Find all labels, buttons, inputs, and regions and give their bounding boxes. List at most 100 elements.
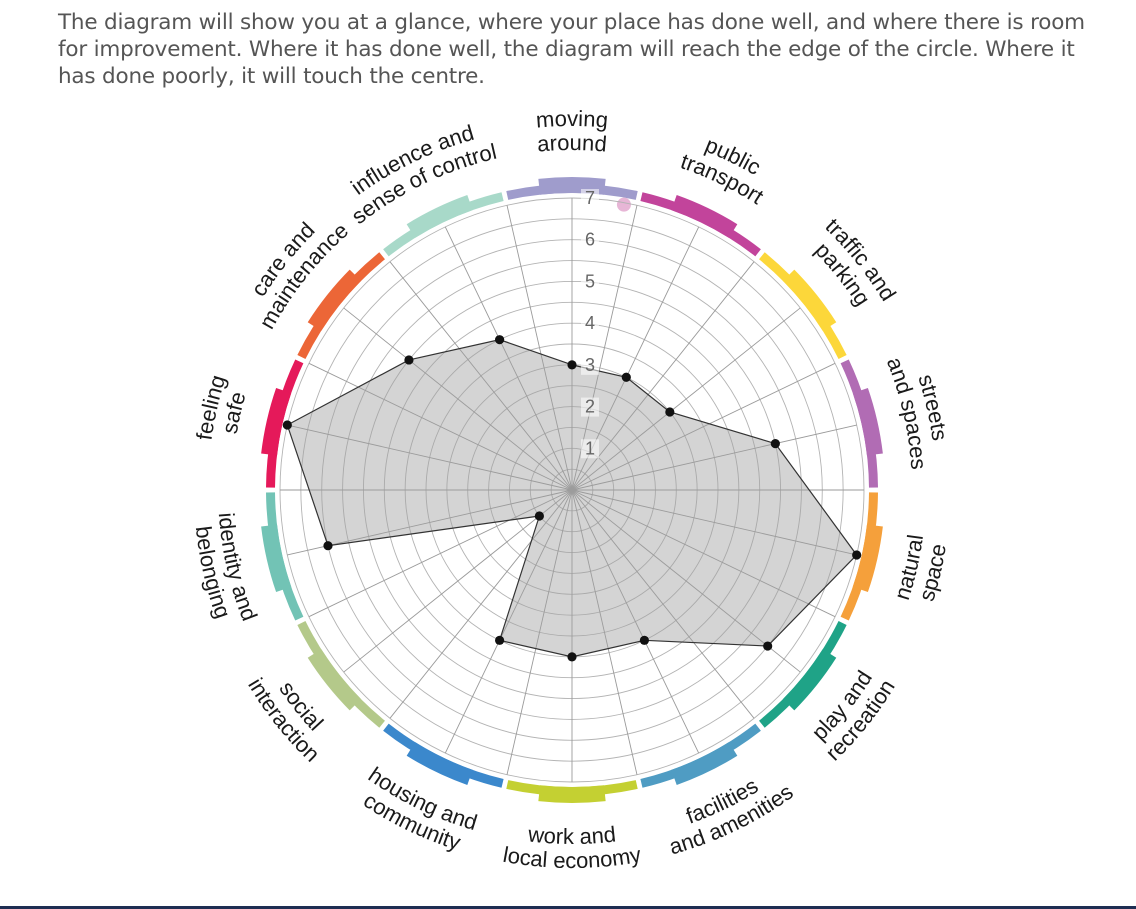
bottom-divider (0, 906, 1136, 909)
category-color-ring (261, 177, 883, 803)
grid-spoke (389, 489, 573, 719)
ring-segment (840, 492, 878, 621)
tick-label-bg (581, 230, 599, 250)
category-label-line: moving (535, 106, 609, 133)
ring-segment (297, 252, 385, 359)
score-point (404, 355, 414, 365)
grid-spoke (571, 489, 836, 618)
ring-segment-tab (307, 649, 362, 711)
ring-segment (840, 359, 878, 488)
score-point (621, 372, 631, 382)
grid-spoke (571, 261, 755, 491)
score-point (770, 438, 780, 449)
score-point (763, 641, 773, 651)
ring-segment-tab (538, 785, 606, 803)
ring-segment-tab (852, 524, 883, 593)
ring-segment-tab (406, 195, 473, 238)
tick-label-bg (581, 314, 599, 334)
grid-spoke (444, 489, 573, 754)
ring-segment-tab (782, 649, 837, 711)
score-point (852, 550, 862, 560)
grid-spoke (389, 261, 573, 491)
tick-label: 2 (585, 397, 595, 417)
tick-label: 1 (585, 438, 595, 458)
ring-segment (640, 192, 761, 257)
grid-spoke (308, 362, 573, 491)
score-point (495, 635, 505, 645)
ring-segment (266, 492, 304, 621)
tick-label: 4 (585, 313, 595, 333)
grid-spoke (287, 424, 573, 491)
score-point (639, 635, 649, 645)
intro-text: The diagram will show you at a glance, w… (58, 10, 1085, 89)
ring-segment (640, 723, 761, 788)
ring-segment (297, 621, 385, 728)
grid-spoke (571, 489, 700, 754)
grid-spoke (308, 489, 573, 618)
ring-segment-tab (671, 195, 738, 238)
tick-label-bg (581, 397, 599, 417)
score-point (567, 360, 577, 370)
ring-segment-tab (261, 387, 292, 456)
ring-segment-tab (406, 742, 473, 785)
tick-label: 5 (585, 271, 595, 291)
ring-segment-tab (307, 269, 362, 331)
ring-segment (759, 621, 847, 728)
radial-tick-labels: 1 2 3 4 5 6 7 (581, 188, 599, 459)
grid-spoke (571, 362, 836, 491)
tick-label: 6 (585, 230, 595, 250)
tick-label-bg (581, 439, 599, 459)
ring-segment-tab (261, 524, 292, 593)
tick-label: 3 (585, 355, 595, 375)
score-area (286, 339, 858, 658)
grid-spoke (571, 489, 638, 775)
tick-label: 7 (585, 188, 595, 208)
category-label-line: around (536, 130, 608, 157)
score-points (282, 335, 862, 662)
ring-segment (383, 192, 504, 257)
score-point (534, 511, 544, 521)
score-point (665, 407, 675, 417)
score-polygon (286, 339, 858, 658)
ring-segment (266, 359, 304, 488)
score-point (495, 335, 505, 345)
ring-segment (383, 723, 504, 788)
grid-spoke (506, 205, 573, 491)
score-point (282, 420, 292, 430)
ring-segment (759, 252, 847, 359)
tick-label-bg (581, 272, 599, 292)
score-point (567, 652, 577, 662)
ring-segment-tab (671, 742, 738, 785)
category-label-line: work and (526, 821, 617, 849)
grid-spoke (571, 489, 755, 719)
grid-spoke (571, 424, 857, 491)
grid-spoke (343, 489, 573, 673)
tick-label-bg (581, 189, 599, 208)
grid-spoke (571, 489, 857, 556)
ring-segment-tab (782, 269, 837, 331)
ring-segment-tab (852, 387, 883, 456)
grid-spoke (444, 226, 573, 491)
tick-label-bg (581, 355, 599, 375)
grid-spoke (571, 307, 801, 491)
grid-spoke (506, 489, 573, 775)
grid-spoke (343, 307, 573, 491)
grid-spoke (571, 489, 801, 673)
score-point (323, 541, 333, 551)
radar-grid (279, 197, 865, 783)
ring-highlight-dot (616, 197, 631, 212)
